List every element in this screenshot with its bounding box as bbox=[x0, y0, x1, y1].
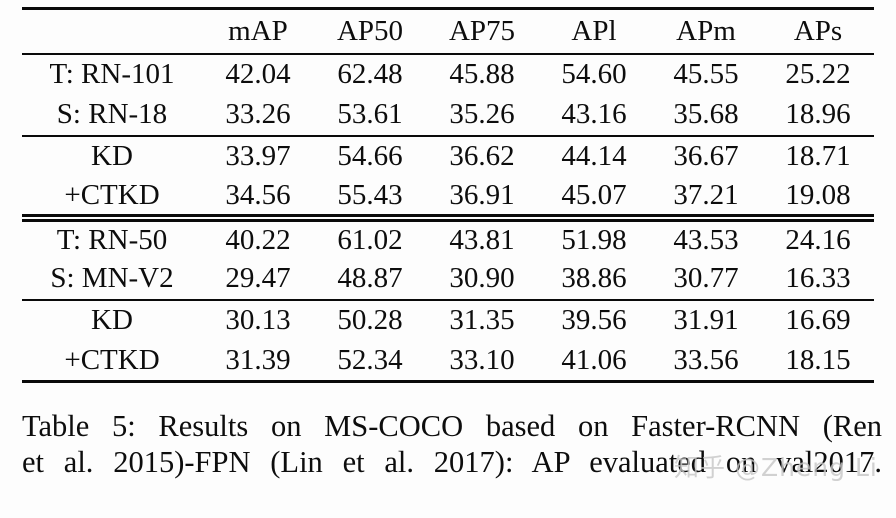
metric-cell: 62.48 bbox=[337, 58, 403, 90]
table-row: T: RN-50 40.22 61.02 43.81 51.98 43.53 2… bbox=[22, 218, 874, 259]
caption-line-2: et al. 2015)-FPN (Lin et al. 2017): AP e… bbox=[22, 445, 882, 479]
metric-cell: 44.14 bbox=[561, 140, 627, 172]
row-label: +CTKD bbox=[64, 343, 160, 376]
table-row: +CTKD 31.39 52.34 33.10 41.06 33.56 18.1… bbox=[22, 341, 874, 382]
metric-cell: 30.90 bbox=[449, 262, 515, 294]
group-kd-methods-2: KD 30.13 50.28 31.35 39.56 31.91 16.69 +… bbox=[22, 300, 874, 382]
table-row: T: RN-101 42.04 62.48 45.88 54.60 45.55 … bbox=[22, 54, 874, 95]
header-cell-aps: APs bbox=[793, 14, 843, 47]
metric-cell: 33.26 bbox=[225, 98, 291, 130]
table-header: mAP AP50 AP75 APl APm APs bbox=[22, 9, 874, 54]
caption-line-1: Table 5: Results on MS-COCO based on Fas… bbox=[22, 409, 882, 443]
metric-cell: 18.15 bbox=[785, 343, 851, 376]
metric-cell: 35.68 bbox=[673, 98, 739, 130]
row-label: KD bbox=[91, 140, 133, 172]
metric-cell: 33.97 bbox=[225, 140, 291, 172]
group-teacher-student-2: T: RN-50 40.22 61.02 43.81 51.98 43.53 2… bbox=[22, 218, 874, 300]
metric-cell: 30.77 bbox=[673, 262, 739, 294]
metric-cell: 31.91 bbox=[673, 304, 739, 336]
row-label: S: RN-18 bbox=[56, 98, 168, 130]
row-label: T: RN-50 bbox=[56, 223, 168, 256]
row-label: S: MN-V2 bbox=[50, 262, 174, 294]
table-row: KD 33.97 54.66 36.62 44.14 36.67 18.71 bbox=[22, 136, 874, 177]
metric-cell: 34.56 bbox=[225, 178, 291, 211]
header-cell-map: mAP bbox=[228, 14, 288, 47]
metric-cell: 38.86 bbox=[561, 262, 627, 294]
header-cell-apm: APm bbox=[676, 14, 736, 47]
header-row: mAP AP50 AP75 APl APm APs bbox=[22, 9, 874, 54]
group-teacher-student-1: T: RN-101 42.04 62.48 45.88 54.60 45.55 … bbox=[22, 54, 874, 136]
metric-cell: 43.81 bbox=[449, 223, 515, 256]
metric-cell: 53.61 bbox=[337, 98, 403, 130]
metric-cell: 36.91 bbox=[449, 178, 515, 211]
group-kd-methods-1: KD 33.97 54.66 36.62 44.14 36.67 18.71 +… bbox=[22, 136, 874, 218]
metric-cell: 31.35 bbox=[449, 304, 515, 336]
metric-cell: 29.47 bbox=[225, 262, 291, 294]
metric-cell: 40.22 bbox=[225, 223, 291, 256]
metric-cell: 31.39 bbox=[225, 343, 291, 376]
metric-cell: 35.26 bbox=[449, 98, 515, 130]
metric-cell: 42.04 bbox=[225, 58, 291, 90]
results-table: mAP AP50 AP75 APl APm APs T: RN-101 42.0… bbox=[22, 7, 874, 383]
metric-cell: 52.34 bbox=[337, 343, 403, 376]
row-label: KD bbox=[91, 304, 133, 336]
header-cell-ap75: AP75 bbox=[448, 14, 516, 47]
metric-cell: 43.16 bbox=[561, 98, 627, 130]
metric-cell: 33.56 bbox=[673, 343, 739, 376]
row-label: +CTKD bbox=[64, 178, 160, 211]
metric-cell: 54.60 bbox=[561, 58, 627, 90]
metric-cell: 43.53 bbox=[673, 223, 739, 256]
table-row: KD 30.13 50.28 31.35 39.56 31.91 16.69 bbox=[22, 300, 874, 341]
metric-cell: 16.69 bbox=[785, 304, 851, 336]
table-row: +CTKD 34.56 55.43 36.91 45.07 37.21 19.0… bbox=[22, 177, 874, 218]
metric-cell: 50.28 bbox=[337, 304, 403, 336]
metric-cell: 54.66 bbox=[337, 140, 403, 172]
metric-cell: 30.13 bbox=[225, 304, 291, 336]
metric-cell: 19.08 bbox=[785, 178, 851, 211]
metric-cell: 18.96 bbox=[785, 98, 851, 130]
metric-cell: 25.22 bbox=[785, 58, 851, 90]
metric-cell: 61.02 bbox=[337, 223, 403, 256]
metric-cell: 45.07 bbox=[561, 178, 627, 211]
metric-cell: 16.33 bbox=[785, 262, 851, 294]
table-row: S: RN-18 33.26 53.61 35.26 43.16 35.68 1… bbox=[22, 95, 874, 136]
table-row: S: MN-V2 29.47 48.87 30.90 38.86 30.77 1… bbox=[22, 259, 874, 300]
metric-cell: 41.06 bbox=[561, 343, 627, 376]
metric-cell: 48.87 bbox=[337, 262, 403, 294]
metric-cell: 36.62 bbox=[449, 140, 515, 172]
metric-cell: 33.10 bbox=[449, 343, 515, 376]
header-cell-apl: APl bbox=[571, 14, 617, 47]
metric-cell: 24.16 bbox=[785, 223, 851, 256]
metric-cell: 39.56 bbox=[561, 304, 627, 336]
header-cell-ap50: AP50 bbox=[336, 14, 404, 47]
header-cell-empty bbox=[22, 9, 202, 54]
metric-cell: 37.21 bbox=[673, 178, 739, 211]
metric-cell: 51.98 bbox=[561, 223, 627, 256]
metric-cell: 45.88 bbox=[449, 58, 515, 90]
table-caption: Table 5: Results on MS-COCO based on Fas… bbox=[22, 408, 882, 480]
metric-cell: 36.67 bbox=[673, 140, 739, 172]
metric-cell: 45.55 bbox=[673, 58, 739, 90]
row-label: T: RN-101 bbox=[49, 58, 175, 90]
metric-cell: 55.43 bbox=[337, 178, 403, 211]
metric-cell: 18.71 bbox=[785, 140, 851, 172]
